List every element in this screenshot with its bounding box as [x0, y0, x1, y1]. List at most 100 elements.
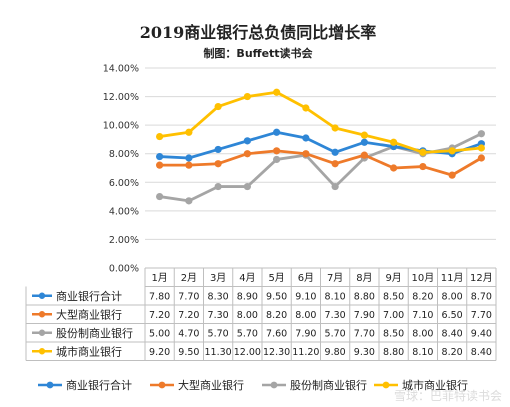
watermark: 雪球：巴菲特读书会: [394, 388, 502, 403]
chart-subtitle: 制图：Buffett读书会: [203, 46, 313, 60]
data-point: [477, 130, 485, 138]
table-cell: 8.80: [354, 291, 375, 302]
x-tick-label: 12月: [470, 272, 493, 284]
table-cell: 11.30: [205, 347, 232, 358]
data-point: [331, 160, 339, 168]
x-tick-label: 8月: [356, 272, 372, 284]
table-cell: 9.20: [149, 347, 170, 358]
table-cell: 8.20: [412, 291, 433, 302]
legend-label: 大型商业银行: [178, 378, 244, 392]
x-tick-label: 4月: [239, 272, 255, 284]
legend: 商业银行合计 大型商业银行 股份制商业银行 城市商业银行: [38, 378, 468, 392]
data-point: [360, 151, 368, 159]
data-point: [448, 171, 456, 179]
table-cell: 7.70: [354, 328, 375, 339]
data-point: [156, 192, 164, 201]
data-point: [419, 162, 427, 171]
data-point: [360, 138, 368, 146]
x-tick-label: 6月: [298, 272, 314, 284]
x-tick-label: 5月: [268, 272, 284, 284]
table-cell: 8.20: [266, 310, 287, 321]
y-axis: 0.00% 2.00% 4.00% 6.00% 8.00% 10.00% 12.00% 14.…: [103, 64, 139, 275]
data-point: [273, 155, 281, 164]
table-series-name: 大型商业银行: [56, 307, 122, 321]
data-point: [390, 138, 398, 146]
data-point: [243, 150, 251, 158]
y-tick-label: 4.00%: [109, 206, 139, 217]
table-cell: 11.20: [292, 347, 319, 358]
data-point: [477, 154, 485, 162]
table-cell: 8.00: [237, 310, 258, 321]
table-legend-marker: [38, 311, 46, 318]
data-point: [185, 154, 193, 162]
data-point: [243, 182, 251, 191]
table-cell: 8.40: [442, 328, 463, 339]
table-cell: 8.50: [383, 291, 404, 302]
y-tick-label: 0.00%: [109, 264, 139, 275]
legend-marker: [382, 381, 390, 389]
table-legend-marker: [38, 292, 46, 299]
data-point: [214, 102, 222, 111]
table-cell: 8.00: [412, 328, 433, 339]
data-point: [156, 152, 164, 161]
y-tick-label: 12.00%: [103, 92, 139, 103]
table-cell: 6.50: [442, 310, 463, 321]
table-cell: 9.50: [266, 291, 287, 302]
data-point: [302, 134, 310, 142]
table-cell: 5.70: [237, 328, 258, 339]
table-cell: 12.00: [234, 347, 261, 358]
data-point: [214, 160, 222, 168]
table-cell: 9.40: [471, 328, 492, 339]
series-lines: [156, 88, 485, 205]
table-cell: 9.10: [295, 291, 316, 302]
data-point: [302, 104, 310, 112]
table-cell: 7.90: [354, 310, 375, 321]
table-series-name: 城市商业银行: [56, 344, 122, 358]
series-line: [159, 90, 482, 154]
table-cell: 8.10: [325, 291, 346, 302]
table-cell: 7.70: [178, 291, 199, 302]
legend-label: 商业银行合计: [66, 378, 132, 392]
x-tick-label: 10月: [412, 272, 435, 284]
table-cell: 8.10: [412, 347, 433, 358]
table-legend-marker: [38, 348, 46, 355]
x-tick-label: 1月: [151, 272, 167, 284]
table-cell: 7.30: [208, 310, 229, 321]
data-point: [419, 148, 427, 156]
table-cell: 5.70: [208, 328, 229, 339]
y-tick-label: 8.00%: [109, 149, 139, 160]
chart-title: 2019商业银行总负债同比增长率: [140, 23, 377, 42]
data-point: [273, 88, 281, 96]
table-cell: 8.40: [471, 347, 492, 358]
data-point: [185, 197, 193, 205]
data-point: [390, 164, 398, 172]
table-cell: 9.50: [178, 347, 199, 358]
table-cell: 8.00: [442, 291, 463, 302]
table-cell: 8.30: [208, 291, 229, 302]
data-point: [273, 128, 281, 136]
grid-lines: [145, 67, 496, 269]
table-cell: 5.70: [325, 328, 346, 339]
table-cell: 7.60: [266, 328, 287, 339]
data-point: [156, 161, 164, 169]
table-series-name: 股份制商业银行: [56, 326, 133, 340]
table-cell: 7.20: [149, 310, 170, 321]
data-point: [331, 182, 339, 191]
table-series-name: 商业银行合计: [56, 289, 122, 303]
table-cell: 8.70: [471, 291, 492, 302]
table-cell: 8.00: [295, 310, 316, 321]
table-cell: 9.30: [354, 347, 375, 358]
y-tick-label: 10.00%: [103, 121, 139, 132]
table-cell: 7.10: [412, 310, 433, 321]
data-point: [156, 132, 164, 141]
table-cell: 7.00: [383, 310, 404, 321]
data-point: [331, 124, 339, 132]
data-point: [243, 92, 251, 101]
data-point: [448, 147, 456, 155]
legend-marker: [270, 381, 278, 389]
data-point: [331, 148, 339, 156]
table-cell: 7.20: [178, 310, 199, 321]
